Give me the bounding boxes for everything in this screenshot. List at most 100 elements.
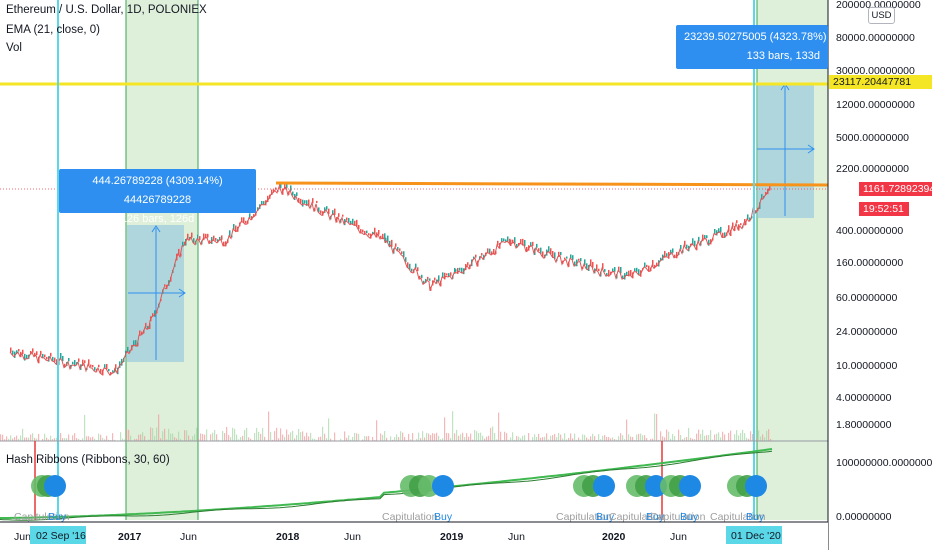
candle bbox=[684, 240, 686, 247]
candle bbox=[72, 361, 74, 365]
candle bbox=[133, 340, 135, 347]
volume-bar bbox=[6, 436, 8, 441]
volume-bar bbox=[510, 437, 512, 441]
volume-bar bbox=[94, 438, 96, 441]
candle bbox=[199, 236, 201, 241]
volume-bar bbox=[462, 432, 464, 441]
volume-bar bbox=[104, 439, 106, 441]
candle bbox=[558, 251, 560, 258]
signal-group-2[interactable] bbox=[400, 475, 454, 497]
volume-bar bbox=[594, 436, 596, 441]
candle bbox=[119, 361, 121, 368]
volume-bar bbox=[586, 437, 588, 441]
volume-bar bbox=[508, 439, 510, 441]
symbol-title[interactable]: Ethereum / U.S. Dollar, 1D, POLONIEX bbox=[6, 4, 207, 16]
volume-bar bbox=[650, 439, 652, 441]
candle bbox=[524, 240, 526, 247]
volume-bar bbox=[490, 427, 492, 441]
ema-legend[interactable]: EMA (21, close, 0) bbox=[6, 24, 100, 36]
volume-bar bbox=[180, 438, 182, 441]
candle bbox=[666, 253, 668, 257]
volume-bar bbox=[668, 431, 670, 441]
signal-group-6[interactable] bbox=[727, 475, 767, 497]
volume-bar bbox=[468, 436, 470, 441]
indicator-legend[interactable]: Hash Ribbons (Ribbons, 30, 60) bbox=[6, 454, 170, 466]
signal-group-3[interactable] bbox=[573, 475, 615, 497]
candle bbox=[213, 235, 215, 241]
volume-bar bbox=[8, 438, 10, 441]
candle bbox=[736, 220, 738, 224]
volume-bar bbox=[376, 420, 378, 441]
volume-bar bbox=[632, 437, 634, 441]
volume-bar bbox=[224, 433, 226, 441]
volume-bar bbox=[598, 434, 600, 441]
volume-bar bbox=[498, 412, 500, 441]
volume-bar bbox=[268, 411, 270, 441]
candle bbox=[32, 348, 34, 353]
candle bbox=[542, 251, 544, 258]
signal-group-5[interactable] bbox=[660, 475, 701, 497]
time-axis[interactable] bbox=[0, 522, 828, 550]
candle bbox=[698, 236, 700, 242]
volume-bar bbox=[694, 438, 696, 441]
volume-bar bbox=[412, 433, 414, 441]
volume-bar bbox=[362, 439, 364, 441]
volume-bar bbox=[98, 433, 100, 441]
volume-bar bbox=[644, 435, 646, 441]
candle bbox=[664, 250, 666, 258]
volume-bar bbox=[198, 438, 200, 441]
currency-badge[interactable]: USD bbox=[868, 7, 895, 24]
measure-label-2017: 444.26789228 (4309.14%) 44426789228 126 … bbox=[59, 169, 256, 225]
candle bbox=[448, 273, 450, 277]
volume-bar bbox=[582, 434, 584, 441]
candle bbox=[34, 352, 36, 357]
volume-bar bbox=[590, 436, 592, 441]
volume-bar bbox=[484, 438, 486, 441]
candle bbox=[350, 220, 352, 225]
volume-bar bbox=[282, 434, 284, 441]
candle bbox=[368, 233, 370, 236]
volume-bar bbox=[126, 429, 128, 441]
volume-bar bbox=[566, 439, 568, 441]
candle bbox=[261, 200, 263, 205]
price-axis[interactable] bbox=[828, 0, 932, 550]
volume-bar bbox=[532, 437, 534, 441]
volume-bar bbox=[746, 437, 748, 441]
volume-bar bbox=[610, 438, 612, 441]
arrow-head bbox=[178, 288, 186, 298]
volume-bar bbox=[546, 433, 548, 441]
candle bbox=[538, 248, 540, 252]
volume-bar bbox=[452, 411, 454, 441]
volume-legend[interactable]: Vol bbox=[6, 42, 22, 54]
volume-bar bbox=[422, 431, 424, 441]
candle bbox=[614, 267, 616, 272]
volume-bar bbox=[56, 437, 58, 441]
measure-change: 23239.50275005 (4323.78%) 23 bbox=[684, 31, 828, 43]
candle bbox=[90, 364, 92, 367]
orange-trend-line[interactable] bbox=[275, 181, 829, 187]
candle bbox=[522, 238, 524, 246]
candle bbox=[505, 239, 507, 242]
volume-bar bbox=[714, 434, 716, 441]
volume-bar bbox=[656, 413, 658, 441]
volume-bar bbox=[236, 434, 238, 441]
volume-bar bbox=[502, 439, 504, 441]
candle bbox=[620, 266, 622, 274]
candle bbox=[516, 243, 518, 249]
volume-bar bbox=[320, 436, 322, 441]
volume-bar bbox=[290, 432, 292, 441]
candle bbox=[608, 269, 610, 277]
signal-group-1[interactable] bbox=[31, 475, 66, 497]
volume-bar bbox=[92, 436, 94, 441]
candle bbox=[769, 184, 771, 191]
volume-bar bbox=[42, 438, 44, 441]
volume-bar bbox=[614, 439, 616, 441]
candle bbox=[22, 349, 24, 355]
volume-bar bbox=[400, 431, 402, 441]
volume-bar bbox=[560, 434, 562, 441]
candle bbox=[514, 237, 516, 244]
candle bbox=[572, 255, 574, 260]
candle bbox=[670, 249, 672, 255]
